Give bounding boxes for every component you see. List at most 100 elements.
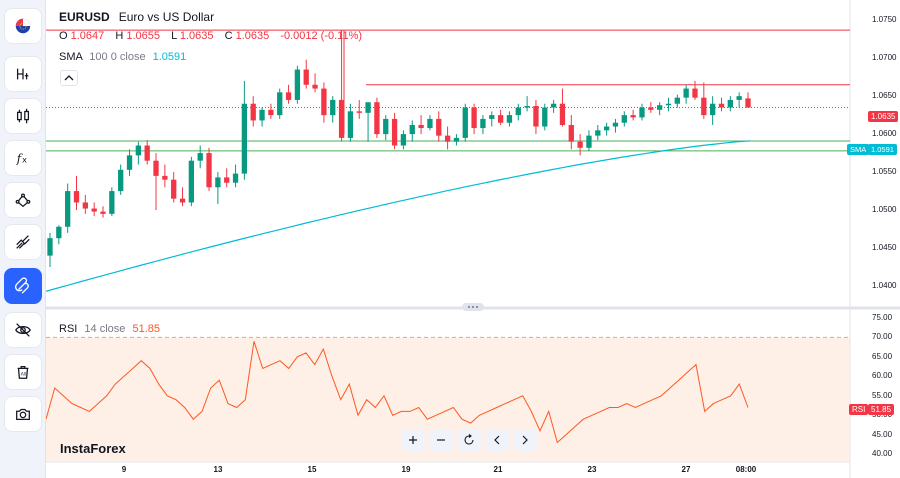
scroll-left-button[interactable] xyxy=(485,429,509,451)
candle-body xyxy=(374,102,380,135)
crosshair-icon[interactable] xyxy=(4,56,42,92)
rsi-name: RSI xyxy=(59,323,78,335)
candle-body xyxy=(630,115,636,118)
rsi-line xyxy=(46,341,749,444)
candle-body xyxy=(683,88,689,98)
candle-body xyxy=(347,111,354,138)
candle-body xyxy=(462,107,468,138)
candles-icon[interactable] xyxy=(4,98,42,134)
price-tick-label: 1.0750 xyxy=(872,15,897,25)
candle-body xyxy=(206,153,212,188)
candle-body xyxy=(135,145,142,156)
plus-icon xyxy=(409,436,417,444)
current-price-tag: 1.0635 xyxy=(868,111,899,122)
candle-body xyxy=(559,103,566,125)
trend-line-icon[interactable] xyxy=(4,182,42,218)
candle-body xyxy=(153,160,159,176)
instaforex-logo: InstaForex xyxy=(60,441,126,456)
sma-tag-value: 1.0591 xyxy=(868,144,897,155)
ohlc-change: -0.0012 (-0.11%) xyxy=(280,30,363,42)
candle-body xyxy=(109,191,115,214)
ohlc-open-label: O xyxy=(59,30,68,42)
price-tick-label: 1.0700 xyxy=(872,53,897,63)
magnet-icon[interactable] xyxy=(4,268,42,304)
rsi-value: 51.85 xyxy=(132,323,160,335)
candle-body xyxy=(692,88,698,98)
candle-body xyxy=(250,103,256,121)
brush-icon[interactable] xyxy=(4,224,42,260)
candle-body xyxy=(736,96,742,100)
candle-body xyxy=(365,102,371,113)
time-tick-label: 21 xyxy=(493,465,503,474)
rsi-tick-label: 40.00 xyxy=(872,449,893,459)
candle-body xyxy=(118,169,124,192)
camera-icon[interactable] xyxy=(4,396,42,432)
candle-body xyxy=(436,118,442,136)
candle-body xyxy=(277,92,283,116)
pane-resize-handle[interactable] xyxy=(462,303,484,311)
ohlc-low-label: L xyxy=(171,30,177,42)
candle-body xyxy=(188,160,195,203)
price-tick-label: 1.0500 xyxy=(872,205,897,215)
svg-text:All: All xyxy=(21,372,27,378)
candle-body xyxy=(259,109,265,121)
time-tick-label: 15 xyxy=(307,465,317,474)
candle-body xyxy=(444,135,451,142)
candle-body xyxy=(497,115,504,123)
chart-area[interactable]: EURUSD Euro vs US Dollar O 1.0647 H 1.06… xyxy=(46,0,900,478)
candle-body xyxy=(391,118,398,146)
time-tick-label: 27 xyxy=(681,465,691,474)
flag-icon[interactable] xyxy=(4,8,42,44)
eye-off-icon[interactable] xyxy=(4,312,42,348)
reset-button[interactable] xyxy=(457,429,481,451)
candle-body xyxy=(533,106,539,127)
rsi-tick-label: 70.00 xyxy=(872,332,893,342)
ohlc-legend: O 1.0647 H 1.0655 L 1.0635 C 1.0635 -0.0… xyxy=(59,30,362,42)
collapse-legend-button[interactable] xyxy=(60,70,78,86)
sma-name: SMA xyxy=(59,51,83,63)
candle-body xyxy=(321,88,327,116)
rsi-tick-label: 60.00 xyxy=(872,371,893,381)
chevron-up-icon xyxy=(64,75,74,81)
candle-body xyxy=(656,105,663,110)
candle-body xyxy=(197,153,203,161)
rsi-tag-label: RSI xyxy=(849,404,869,415)
trash-icon[interactable]: All xyxy=(4,354,42,390)
time-tick-label: 13 xyxy=(213,465,223,474)
sma-legend[interactable]: SMA 100 0 close 1.0591 xyxy=(59,51,186,63)
ohlc-open: 1.0647 xyxy=(70,30,105,42)
rsi-params: 14 close xyxy=(84,323,126,335)
rsi-legend[interactable]: RSI 14 close 51.85 xyxy=(59,323,160,335)
candle-body xyxy=(285,92,292,100)
symbol-legend: EURUSD Euro vs US Dollar xyxy=(59,10,214,24)
candle-body xyxy=(409,125,415,135)
candle-body xyxy=(701,97,707,116)
ohlc-high-label: H xyxy=(115,30,124,42)
candle-body xyxy=(162,175,168,180)
rsi-tick-label: 75.00 xyxy=(872,312,893,322)
ohlc-close: 1.0635 xyxy=(235,30,270,42)
candle-body xyxy=(56,226,62,239)
price-tick-label: 1.0650 xyxy=(872,91,897,101)
zoom-in-button[interactable] xyxy=(401,429,425,451)
symbol-ticker: EURUSD xyxy=(59,10,110,24)
svg-text:x: x xyxy=(22,155,27,165)
zoom-out-button[interactable] xyxy=(429,429,453,451)
candle-body xyxy=(515,107,521,116)
candle-body xyxy=(400,134,407,146)
candle-body xyxy=(91,208,97,212)
sma-value: 1.0591 xyxy=(152,51,187,63)
candle-body xyxy=(621,115,627,123)
symbol-description: Euro vs US Dollar xyxy=(118,10,215,24)
candle-body xyxy=(745,98,751,108)
chart-canvas[interactable] xyxy=(46,0,900,478)
price-tick-label: 1.0550 xyxy=(872,167,897,177)
scroll-right-button[interactable] xyxy=(513,429,537,451)
candle-body xyxy=(648,107,654,110)
candle-body xyxy=(171,179,177,199)
candle-body xyxy=(224,177,230,183)
ohlc-low: 1.0635 xyxy=(179,30,214,42)
candle-body xyxy=(603,126,610,131)
